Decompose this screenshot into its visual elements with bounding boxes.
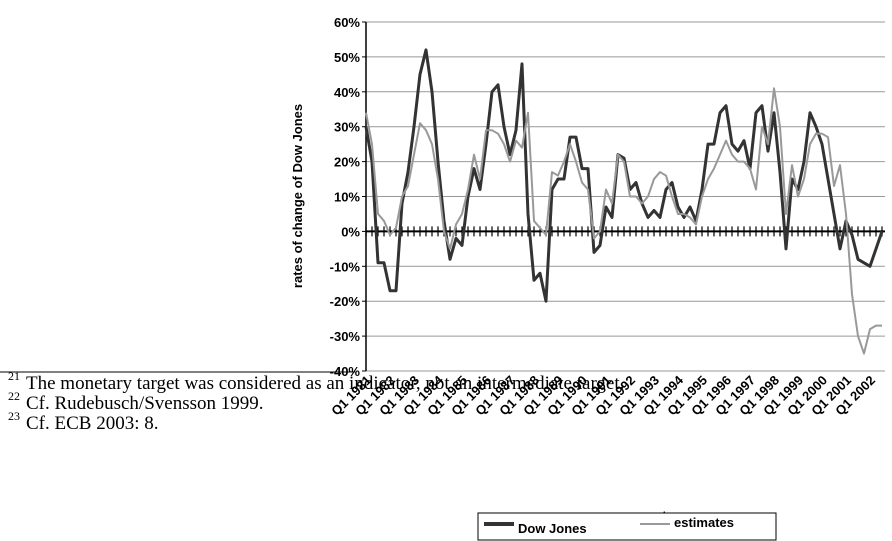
y-tick-label: 20% (334, 155, 360, 170)
y-tick-label: -40% (330, 364, 361, 379)
footnote-number: 23 (8, 409, 20, 423)
footnote-number: 22 (8, 389, 20, 403)
legend-box (477, 512, 777, 541)
y-tick-label: 60% (334, 15, 360, 30)
y-tick-label: -30% (330, 329, 361, 344)
legend-label: Dow Jones (518, 521, 587, 536)
legend-label: estimates (674, 515, 734, 530)
data-line (365, 87, 882, 355)
y-tick-label: -20% (330, 294, 361, 309)
footnote-text: Cf. ECB 2003: 8. (26, 413, 158, 434)
y-tick-label: 40% (334, 85, 360, 100)
footnote-text: The monetary target was considered as an… (26, 373, 624, 394)
y-tick-label: 0% (341, 224, 360, 239)
y-tick-label: 30% (334, 120, 360, 135)
y-axis-title: rates of change of Dow Jones (290, 104, 305, 288)
y-tick-label: 50% (334, 50, 360, 65)
y-tick-label: 10% (334, 190, 360, 205)
footnote-number: 21 (8, 369, 20, 383)
footnote-text: Cf. Rudebusch/Svensson 1999. (26, 393, 264, 414)
y-tick-label: -10% (330, 259, 361, 274)
